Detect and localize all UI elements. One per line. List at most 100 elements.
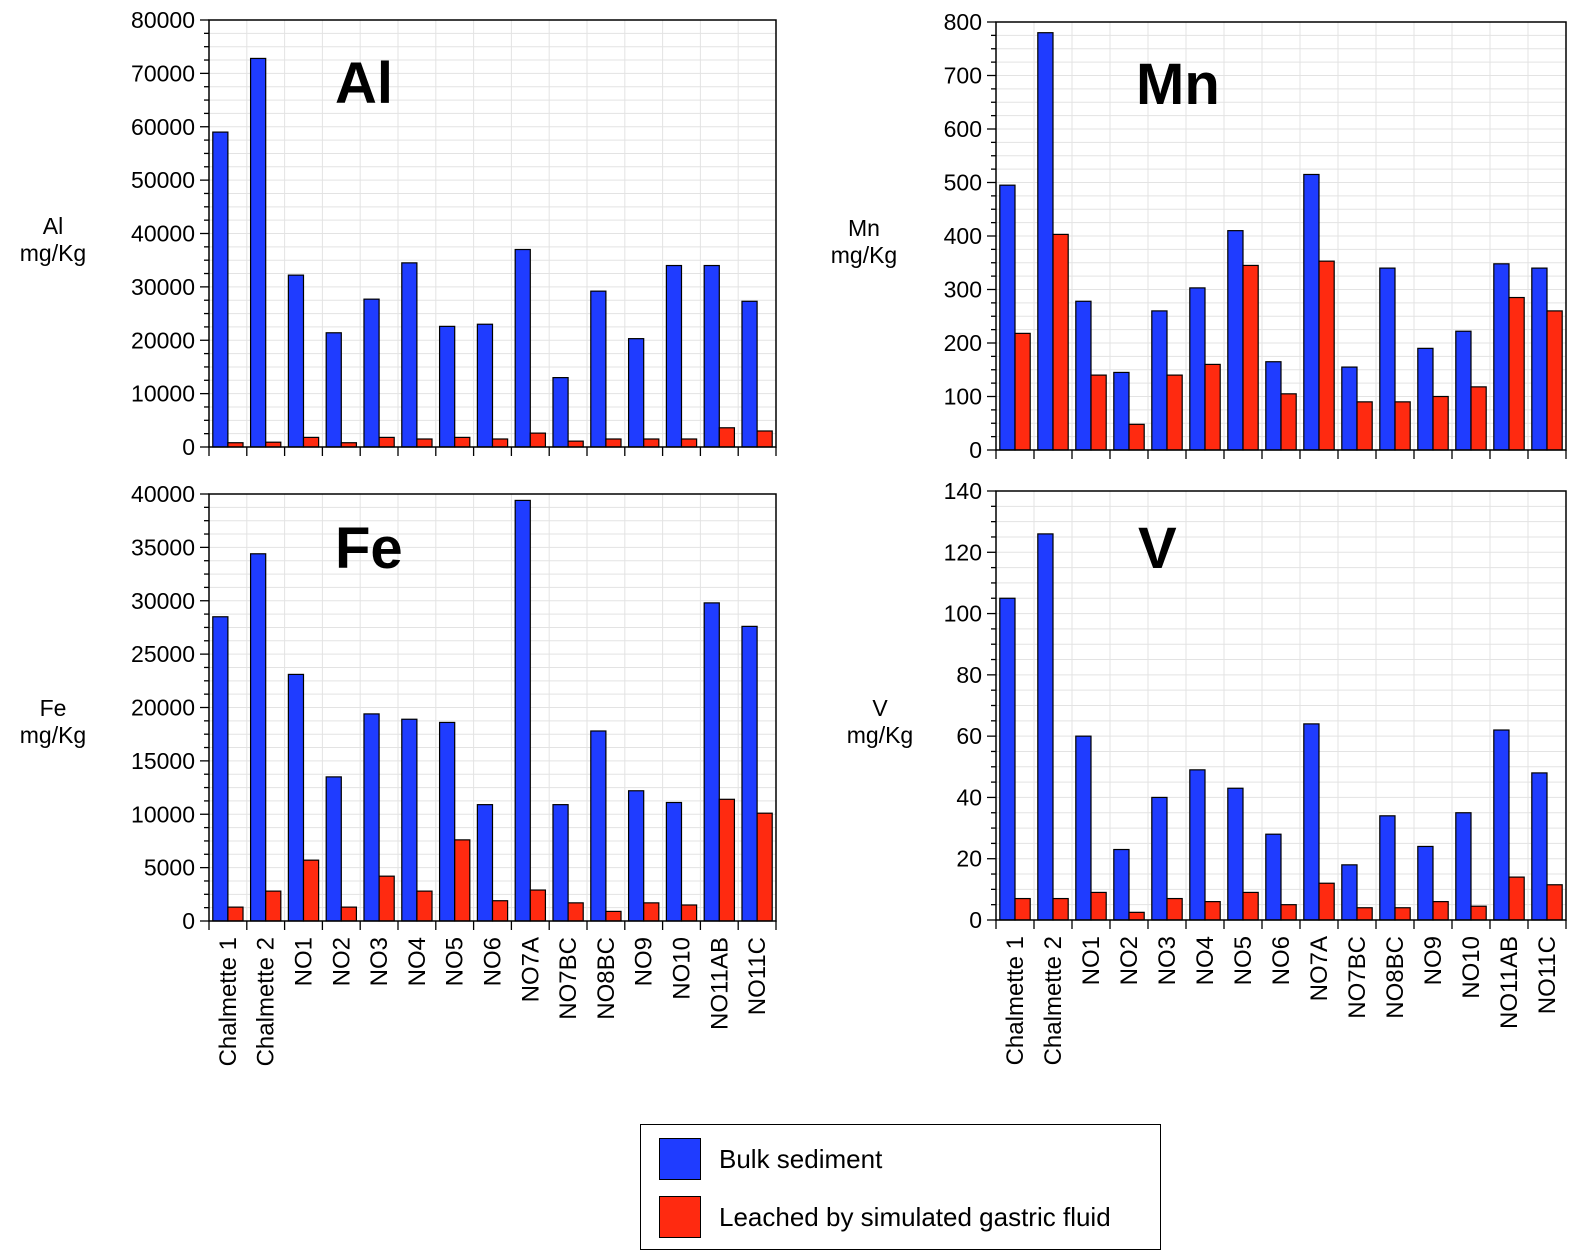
y-tick-label: 120 bbox=[944, 539, 982, 565]
legend-label-leached: Leached by simulated gastric fluid bbox=[719, 1201, 1111, 1232]
category-label: NO5 bbox=[1230, 936, 1257, 985]
chart-title: Fe bbox=[335, 516, 403, 581]
category-label: NO10 bbox=[669, 937, 696, 1000]
bar-leached-mn bbox=[1394, 401, 1411, 451]
y-tick-label: 100 bbox=[944, 601, 982, 627]
y-axis-label: Mn bbox=[848, 215, 880, 241]
legend-swatch-bulk bbox=[659, 1138, 701, 1180]
y-tick-label: 0 bbox=[969, 437, 982, 463]
bar-leached-v bbox=[1470, 905, 1487, 921]
bar-leached-fe bbox=[643, 902, 660, 922]
y-tick-label: 30000 bbox=[131, 274, 195, 300]
y-tick-label: 40000 bbox=[131, 481, 195, 507]
bar-bulk-fe bbox=[438, 721, 456, 922]
bar-leached-fe bbox=[302, 859, 320, 922]
category-label: NO5 bbox=[442, 937, 469, 986]
y-tick-label: 20 bbox=[956, 846, 982, 872]
y-tick-label: 0 bbox=[969, 907, 982, 933]
category-label: NO9 bbox=[631, 937, 658, 986]
y-tick-label: 80 bbox=[956, 662, 982, 688]
bar-bulk-v bbox=[1303, 723, 1320, 921]
y-tick-label: 15000 bbox=[131, 748, 195, 774]
bar-bulk-al bbox=[665, 264, 683, 448]
bar-bulk-mn bbox=[1303, 173, 1320, 451]
bar-bulk-al bbox=[552, 377, 569, 448]
bar-bulk-fe bbox=[325, 776, 342, 922]
bar-bulk-al bbox=[703, 264, 720, 448]
bar-bulk-v bbox=[1379, 815, 1396, 921]
bar-bulk-fe bbox=[249, 553, 267, 922]
bar-bulk-fe bbox=[627, 790, 645, 922]
bar-bulk-mn bbox=[1417, 347, 1434, 451]
bar-leached-mn bbox=[1014, 332, 1031, 451]
bar-leached-v bbox=[1508, 876, 1525, 921]
bar-leached-al bbox=[643, 438, 660, 448]
bar-bulk-al bbox=[476, 323, 494, 448]
bar-bulk-fe bbox=[703, 602, 720, 922]
bar-leached-mn bbox=[1242, 264, 1259, 451]
category-label: NO2 bbox=[1116, 936, 1143, 985]
bar-leached-mn bbox=[1318, 260, 1335, 451]
category-label: NO1 bbox=[1078, 936, 1105, 985]
y-tick-label: 600 bbox=[944, 116, 982, 142]
y-tick-label: 400 bbox=[944, 223, 982, 249]
chart-al: 0 10000 20000 30000 40000 50000 60000 70000 8000… bbox=[20, 7, 777, 460]
category-label: NO2 bbox=[328, 937, 355, 986]
y-tick-label: 25000 bbox=[131, 641, 195, 667]
category-label: NO9 bbox=[1420, 936, 1447, 985]
bar-bulk-v bbox=[1037, 533, 1054, 921]
bar-bulk-fe bbox=[287, 673, 305, 922]
bar-leached-mn bbox=[1546, 310, 1563, 451]
y-tick-label: 20000 bbox=[131, 327, 195, 353]
bar-bulk-v bbox=[1265, 833, 1282, 921]
bar-leached-v bbox=[1318, 882, 1335, 921]
category-label: NO10 bbox=[1458, 936, 1485, 999]
bar-bulk-al bbox=[325, 332, 342, 448]
y-tick-label: 70000 bbox=[131, 60, 195, 86]
chart-fe: 0 5000 10000 15000 20000 25000 30000 35000 40000… bbox=[20, 481, 777, 1066]
category-label: NO11C bbox=[744, 937, 771, 1015]
y-tick-label: 30000 bbox=[131, 588, 195, 614]
bar-bulk-al bbox=[401, 262, 418, 448]
bar-leached-v bbox=[1014, 897, 1031, 921]
bar-bulk-mn bbox=[1113, 371, 1130, 451]
bar-bulk-fe bbox=[514, 499, 531, 922]
y-axis-label: Fe bbox=[40, 695, 67, 721]
bar-bulk-v bbox=[999, 597, 1016, 921]
bar-bulk-mn bbox=[1265, 361, 1282, 451]
bar-leached-v bbox=[1166, 897, 1183, 921]
y-tick-label: 200 bbox=[944, 330, 982, 356]
bar-leached-v bbox=[1052, 897, 1069, 921]
bar-bulk-v bbox=[1075, 735, 1092, 921]
y-tick-label: 40 bbox=[956, 784, 982, 810]
bar-bulk-al bbox=[590, 290, 607, 448]
y-tick-label: 40000 bbox=[131, 221, 195, 247]
y-axis-label: Al bbox=[43, 213, 63, 239]
bar-bulk-mn bbox=[1531, 267, 1548, 451]
bar-bulk-v bbox=[1189, 769, 1206, 921]
y-axis-label: mg/Kg bbox=[20, 240, 86, 266]
bar-leached-fe bbox=[265, 890, 282, 922]
category-label: NO6 bbox=[480, 937, 507, 986]
category-label: NO4 bbox=[404, 937, 431, 986]
legend-item-bulk: Bulk sediment bbox=[659, 1137, 882, 1181]
bar-bulk-mn bbox=[1455, 330, 1472, 451]
bar-leached-mn bbox=[1432, 395, 1449, 451]
bar-bulk-mn bbox=[1037, 32, 1054, 451]
bar-leached-v bbox=[1546, 884, 1563, 921]
legend-swatch-leached bbox=[659, 1196, 701, 1238]
y-tick-label: 5000 bbox=[144, 855, 195, 881]
y-tick-label: 100 bbox=[944, 384, 982, 410]
category-label: Chalmette 2 bbox=[1040, 936, 1067, 1065]
chart-title: Mn bbox=[1136, 52, 1220, 117]
bar-bulk-fe bbox=[476, 804, 494, 922]
legend-item-leached: Leached by simulated gastric fluid bbox=[659, 1195, 1111, 1239]
bar-bulk-mn bbox=[1227, 230, 1244, 451]
bar-bulk-v bbox=[1493, 729, 1510, 921]
bar-leached-al bbox=[680, 438, 698, 448]
bar-leached-fe bbox=[416, 890, 433, 922]
category-label: NO11AB bbox=[1496, 936, 1523, 1029]
y-tick-label: 140 bbox=[944, 478, 982, 504]
bar-leached-mn bbox=[1128, 423, 1145, 451]
